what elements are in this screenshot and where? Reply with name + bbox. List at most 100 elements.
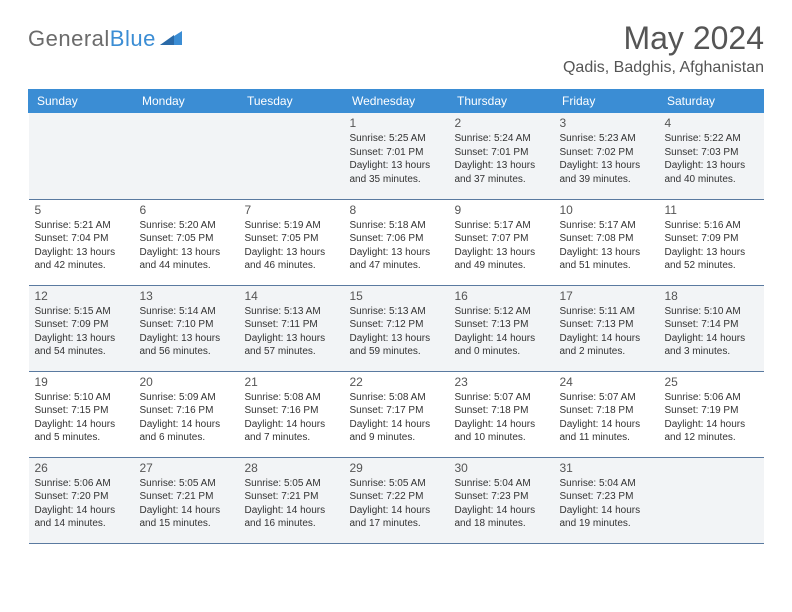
day-number: 22 xyxy=(350,375,443,389)
daylight-text: Daylight: 14 hours and 7 minutes. xyxy=(245,418,338,445)
sunrise-text: Sunrise: 5:05 AM xyxy=(245,477,338,491)
calendar-cell xyxy=(29,113,134,199)
day-number: 14 xyxy=(245,289,338,303)
logo: GeneralBlue xyxy=(28,26,182,52)
logo-triangle-icon xyxy=(160,29,182,50)
calendar-row: 1Sunrise: 5:25 AMSunset: 7:01 PMDaylight… xyxy=(29,113,764,199)
sunrise-text: Sunrise: 5:09 AM xyxy=(140,391,233,405)
daylight-text: Daylight: 14 hours and 6 minutes. xyxy=(140,418,233,445)
calendar-cell: 28Sunrise: 5:05 AMSunset: 7:21 PMDayligh… xyxy=(239,457,344,543)
calendar-cell: 29Sunrise: 5:05 AMSunset: 7:22 PMDayligh… xyxy=(344,457,449,543)
sunrise-text: Sunrise: 5:24 AM xyxy=(455,132,548,146)
daylight-text: Daylight: 13 hours and 39 minutes. xyxy=(560,159,653,186)
sunrise-text: Sunrise: 5:10 AM xyxy=(35,391,128,405)
day-number: 17 xyxy=(560,289,653,303)
sunrise-text: Sunrise: 5:04 AM xyxy=(455,477,548,491)
calendar-cell: 15Sunrise: 5:13 AMSunset: 7:12 PMDayligh… xyxy=(344,285,449,371)
calendar-cell xyxy=(239,113,344,199)
calendar-cell: 9Sunrise: 5:17 AMSunset: 7:07 PMDaylight… xyxy=(449,199,554,285)
sunset-text: Sunset: 7:20 PM xyxy=(35,490,128,504)
day-header: Monday xyxy=(134,89,239,113)
calendar-cell: 12Sunrise: 5:15 AMSunset: 7:09 PMDayligh… xyxy=(29,285,134,371)
title-block: May 2024 Qadis, Badghis, Afghanistan xyxy=(563,20,764,77)
sunset-text: Sunset: 7:03 PM xyxy=(665,146,758,160)
daylight-text: Daylight: 14 hours and 19 minutes. xyxy=(560,504,653,531)
sunset-text: Sunset: 7:01 PM xyxy=(455,146,548,160)
calendar-table: Sunday Monday Tuesday Wednesday Thursday… xyxy=(28,89,764,544)
daylight-text: Daylight: 14 hours and 11 minutes. xyxy=(560,418,653,445)
sunset-text: Sunset: 7:04 PM xyxy=(35,232,128,246)
day-number: 30 xyxy=(455,461,548,475)
daylight-text: Daylight: 14 hours and 16 minutes. xyxy=(245,504,338,531)
day-number: 1 xyxy=(350,116,443,130)
day-number: 26 xyxy=(35,461,128,475)
day-number: 7 xyxy=(245,203,338,217)
calendar-cell: 30Sunrise: 5:04 AMSunset: 7:23 PMDayligh… xyxy=(449,457,554,543)
calendar-cell: 19Sunrise: 5:10 AMSunset: 7:15 PMDayligh… xyxy=(29,371,134,457)
day-number: 24 xyxy=(560,375,653,389)
day-number: 19 xyxy=(35,375,128,389)
sunrise-text: Sunrise: 5:05 AM xyxy=(350,477,443,491)
day-number: 5 xyxy=(35,203,128,217)
sunset-text: Sunset: 7:07 PM xyxy=(455,232,548,246)
sunrise-text: Sunrise: 5:20 AM xyxy=(140,219,233,233)
day-number: 27 xyxy=(140,461,233,475)
sunrise-text: Sunrise: 5:18 AM xyxy=(350,219,443,233)
calendar-row: 12 Sunrise: 5:15 AMSunset: 7:09 PM Dayligh… xyxy=(29,285,764,371)
day-number: 21 xyxy=(245,375,338,389)
day-number: 2 xyxy=(455,116,548,130)
sunrise-text: Sunrise: 5:15 AM xyxy=(35,305,128,319)
daylight-text: Daylight: 14 hours and 12 minutes. xyxy=(665,418,758,445)
day-number: 20 xyxy=(140,375,233,389)
sunset-text: Sunset: 7:10 PM xyxy=(140,318,233,332)
sunset-text: Sunset: 7:09 PM xyxy=(35,318,128,332)
sunset-text: Sunset: 7:22 PM xyxy=(350,490,443,504)
sunrise-text: Sunrise: 5:12 AM xyxy=(455,305,548,319)
day-number: 16 xyxy=(455,289,548,303)
sunrise-text: Sunrise: 5:21 AM xyxy=(35,219,128,233)
daylight-text: Daylight: 13 hours and 57 minutes. xyxy=(245,332,338,359)
calendar-cell: 26Sunrise: 5:06 AMSunset: 7:20 PMDayligh… xyxy=(29,457,134,543)
day-number: 8 xyxy=(350,203,443,217)
daylight-text: Daylight: 14 hours and 9 minutes. xyxy=(350,418,443,445)
sunset-text: Sunset: 7:11 PM xyxy=(245,318,338,332)
daylight-text: Daylight: 13 hours and 51 minutes. xyxy=(560,246,653,273)
sunrise-text: Sunrise: 5:07 AM xyxy=(560,391,653,405)
daylight-text: Daylight: 13 hours and 46 minutes. xyxy=(245,246,338,273)
calendar-cell: 8Sunrise: 5:18 AMSunset: 7:06 PMDaylight… xyxy=(344,199,449,285)
sunset-text: Sunset: 7:16 PM xyxy=(245,404,338,418)
day-number: 10 xyxy=(560,203,653,217)
sunset-text: Sunset: 7:18 PM xyxy=(455,404,548,418)
daylight-text: Daylight: 13 hours and 49 minutes. xyxy=(455,246,548,273)
calendar-cell: 16 Sunrise: 5:12 AMSunset: 7:13 PMDayligh… xyxy=(449,285,554,371)
calendar-cell: 27Sunrise: 5:05 AMSunset: 7:21 PMDayligh… xyxy=(134,457,239,543)
daylight-text: Daylight: 13 hours and 56 minutes. xyxy=(140,332,233,359)
calendar-row: 19Sunrise: 5:10 AMSunset: 7:15 PMDayligh… xyxy=(29,371,764,457)
calendar-cell: 7Sunrise: 5:19 AMSunset: 7:05 PMDaylight… xyxy=(239,199,344,285)
sunset-text: Sunset: 7:05 PM xyxy=(140,232,233,246)
calendar-cell: 23Sunrise: 5:07 AMSunset: 7:18 PMDayligh… xyxy=(449,371,554,457)
calendar-cell: 24Sunrise: 5:07 AMSunset: 7:18 PMDayligh… xyxy=(554,371,659,457)
sunrise-text: Sunrise: 5:19 AM xyxy=(245,219,338,233)
calendar-cell: 21 Sunrise: 5:08 AMSunset: 7:16 PMDayligh… xyxy=(239,371,344,457)
day-header: Thursday xyxy=(449,89,554,113)
day-number: 12 xyxy=(35,289,128,303)
sunset-text: Sunset: 7:09 PM xyxy=(665,232,758,246)
logo-text: GeneralBlue xyxy=(28,26,156,52)
sunrise-text: Sunrise: 5:04 AM xyxy=(560,477,653,491)
day-number: 29 xyxy=(350,461,443,475)
day-number: 13 xyxy=(140,289,233,303)
sunset-text: Sunset: 7:21 PM xyxy=(245,490,338,504)
sunrise-text: Sunrise: 5:11 AM xyxy=(560,305,653,319)
daylight-text: Daylight: 14 hours and 10 minutes. xyxy=(455,418,548,445)
day-number: 3 xyxy=(560,116,653,130)
daylight-text: Daylight: 14 hours and 0 minutes. xyxy=(455,332,548,359)
daylight-text: Daylight: 14 hours and 2 minutes. xyxy=(560,332,653,359)
day-header: Wednesday xyxy=(344,89,449,113)
month-title: May 2024 xyxy=(563,20,764,57)
sunrise-text: Sunrise: 5:08 AM xyxy=(245,391,338,405)
sunset-text: Sunset: 7:14 PM xyxy=(665,318,758,332)
sunset-text: Sunset: 7:02 PM xyxy=(560,146,653,160)
sunset-text: Sunset: 7:13 PM xyxy=(455,318,548,332)
day-header-row: Sunday Monday Tuesday Wednesday Thursday… xyxy=(29,89,764,113)
